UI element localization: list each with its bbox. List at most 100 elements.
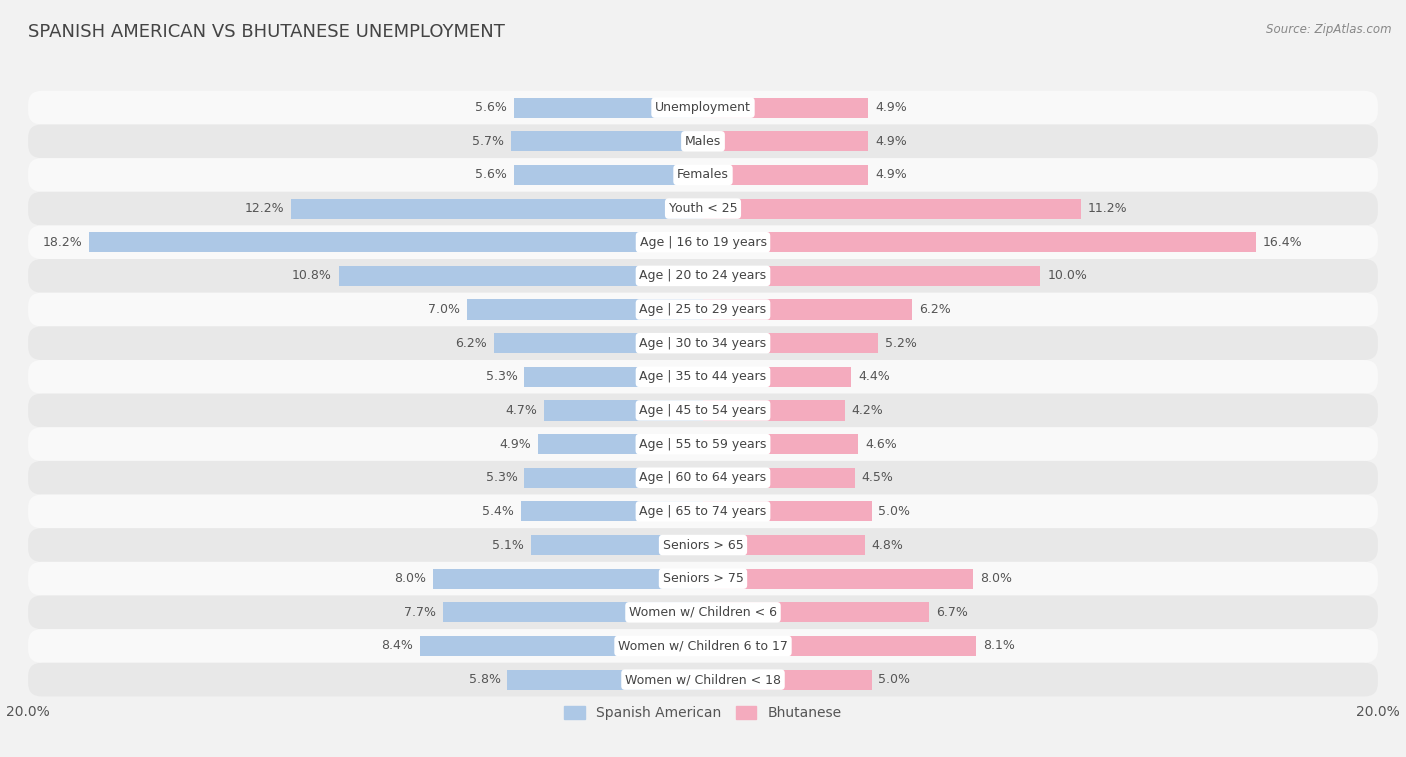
Text: Seniors > 75: Seniors > 75	[662, 572, 744, 585]
Bar	[703, 198, 1081, 219]
FancyBboxPatch shape	[28, 293, 1378, 326]
Text: Women w/ Children < 6: Women w/ Children < 6	[628, 606, 778, 618]
Bar	[703, 366, 852, 387]
Bar	[433, 569, 703, 589]
Text: Unemployment: Unemployment	[655, 101, 751, 114]
Text: 4.2%: 4.2%	[852, 404, 883, 417]
Bar	[524, 366, 703, 387]
Bar	[291, 198, 703, 219]
Bar	[703, 98, 869, 118]
FancyBboxPatch shape	[28, 427, 1378, 461]
Text: 4.9%: 4.9%	[499, 438, 531, 450]
Text: 12.2%: 12.2%	[245, 202, 284, 215]
Text: 5.4%: 5.4%	[482, 505, 515, 518]
FancyBboxPatch shape	[28, 124, 1378, 158]
Text: Seniors > 65: Seniors > 65	[662, 538, 744, 552]
FancyBboxPatch shape	[28, 259, 1378, 293]
Text: Males: Males	[685, 135, 721, 148]
Text: 8.4%: 8.4%	[381, 640, 413, 653]
FancyBboxPatch shape	[28, 562, 1378, 596]
Text: Age | 60 to 64 years: Age | 60 to 64 years	[640, 472, 766, 484]
Text: Women w/ Children < 18: Women w/ Children < 18	[626, 673, 780, 686]
Bar	[703, 468, 855, 488]
Text: 7.7%: 7.7%	[405, 606, 436, 618]
Bar	[515, 165, 703, 185]
FancyBboxPatch shape	[28, 494, 1378, 528]
Bar	[703, 266, 1040, 286]
FancyBboxPatch shape	[28, 192, 1378, 226]
Bar	[544, 400, 703, 421]
FancyBboxPatch shape	[28, 158, 1378, 192]
Text: Age | 16 to 19 years: Age | 16 to 19 years	[640, 235, 766, 249]
FancyBboxPatch shape	[28, 663, 1378, 696]
FancyBboxPatch shape	[28, 629, 1378, 663]
Text: 6.7%: 6.7%	[936, 606, 967, 618]
Bar	[339, 266, 703, 286]
Text: 6.2%: 6.2%	[920, 303, 950, 316]
Text: SPANISH AMERICAN VS BHUTANESE UNEMPLOYMENT: SPANISH AMERICAN VS BHUTANESE UNEMPLOYME…	[28, 23, 505, 41]
Text: Age | 55 to 59 years: Age | 55 to 59 years	[640, 438, 766, 450]
Text: 4.7%: 4.7%	[506, 404, 537, 417]
Text: 4.9%: 4.9%	[875, 135, 907, 148]
Text: 4.9%: 4.9%	[875, 169, 907, 182]
FancyBboxPatch shape	[28, 596, 1378, 629]
Bar	[515, 98, 703, 118]
Text: 4.6%: 4.6%	[865, 438, 897, 450]
Text: Age | 30 to 34 years: Age | 30 to 34 years	[640, 337, 766, 350]
Bar	[703, 232, 1257, 252]
Bar	[524, 468, 703, 488]
FancyBboxPatch shape	[28, 461, 1378, 494]
Text: 11.2%: 11.2%	[1088, 202, 1128, 215]
Bar	[703, 131, 869, 151]
Bar	[494, 333, 703, 354]
Text: 4.4%: 4.4%	[858, 370, 890, 383]
Text: 5.2%: 5.2%	[886, 337, 917, 350]
Text: 5.7%: 5.7%	[472, 135, 503, 148]
FancyBboxPatch shape	[28, 528, 1378, 562]
Bar	[443, 603, 703, 622]
Bar	[703, 669, 872, 690]
Text: 5.6%: 5.6%	[475, 101, 508, 114]
Text: 5.6%: 5.6%	[475, 169, 508, 182]
Text: 10.0%: 10.0%	[1047, 269, 1087, 282]
Text: 7.0%: 7.0%	[427, 303, 460, 316]
Text: Source: ZipAtlas.com: Source: ZipAtlas.com	[1267, 23, 1392, 36]
Bar	[703, 434, 858, 454]
Text: 5.3%: 5.3%	[485, 370, 517, 383]
FancyBboxPatch shape	[28, 360, 1378, 394]
Bar	[703, 333, 879, 354]
FancyBboxPatch shape	[28, 226, 1378, 259]
Bar	[703, 636, 976, 656]
Text: 5.3%: 5.3%	[485, 472, 517, 484]
Text: Age | 25 to 29 years: Age | 25 to 29 years	[640, 303, 766, 316]
Bar	[520, 501, 703, 522]
Bar	[703, 535, 865, 555]
Text: 8.0%: 8.0%	[394, 572, 426, 585]
Bar	[537, 434, 703, 454]
Text: Females: Females	[678, 169, 728, 182]
Text: 4.9%: 4.9%	[875, 101, 907, 114]
Text: 5.8%: 5.8%	[468, 673, 501, 686]
Text: Age | 65 to 74 years: Age | 65 to 74 years	[640, 505, 766, 518]
Text: Women w/ Children 6 to 17: Women w/ Children 6 to 17	[619, 640, 787, 653]
Text: 5.0%: 5.0%	[879, 505, 911, 518]
Bar	[703, 569, 973, 589]
FancyBboxPatch shape	[28, 91, 1378, 124]
Bar	[531, 535, 703, 555]
FancyBboxPatch shape	[28, 326, 1378, 360]
Bar	[703, 165, 869, 185]
Bar	[89, 232, 703, 252]
Bar	[419, 636, 703, 656]
Text: Age | 20 to 24 years: Age | 20 to 24 years	[640, 269, 766, 282]
Text: 5.1%: 5.1%	[492, 538, 524, 552]
Bar	[703, 501, 872, 522]
Text: 4.8%: 4.8%	[872, 538, 904, 552]
Text: 16.4%: 16.4%	[1263, 235, 1303, 249]
Text: 18.2%: 18.2%	[42, 235, 82, 249]
Bar	[703, 300, 912, 319]
Text: Youth < 25: Youth < 25	[669, 202, 737, 215]
Text: 8.0%: 8.0%	[980, 572, 1012, 585]
Text: 4.5%: 4.5%	[862, 472, 893, 484]
Text: Age | 35 to 44 years: Age | 35 to 44 years	[640, 370, 766, 383]
Bar	[508, 669, 703, 690]
